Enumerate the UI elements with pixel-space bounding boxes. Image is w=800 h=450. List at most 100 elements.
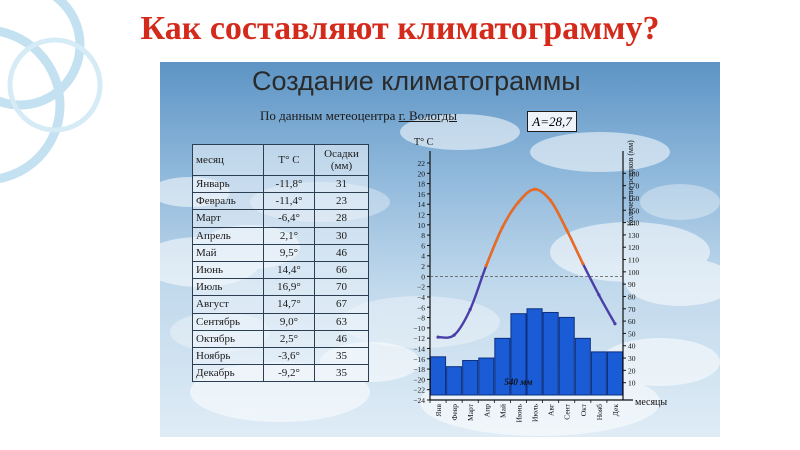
cell-precipitation: 28 [314,209,369,228]
cell-temperature: -6,4° [263,209,315,228]
x-tick-label: Июль [531,403,540,422]
temperature-line-cold [437,188,617,339]
temperature-point [468,307,472,311]
x-tick-label: Окт [579,403,588,416]
right-tick-label: 30 [628,354,636,363]
cell-month: Август [192,295,264,314]
cell-month: Июнь [192,260,264,280]
left-tick-label: −8 [417,314,425,323]
precipitation-bar [606,351,624,396]
temperature-point [597,293,601,297]
precipitation-total-label: 540 мм [504,377,532,387]
temperature-point [532,187,537,191]
left-tick-label: −2 [417,283,425,292]
right-tick-label: 60 [628,317,636,326]
cell-temperature: 14,4° [263,260,315,280]
climatogram-chart: Т° С2220181614121086420−2−4−6−8−10−12−14… [413,137,667,422]
left-tick-label: −18 [413,365,425,374]
left-tick-label: 16 [418,190,426,199]
left-tick-label: 0 [421,272,425,281]
header-precipitation: Осадки (мм) [314,144,369,176]
x-tick-label: Июнь [514,403,523,422]
precipitation-bar [574,337,591,396]
x-tick-label: Апр [482,404,491,417]
left-tick-label: 6 [421,241,425,250]
left-tick-label: −6 [417,303,425,312]
cell-temperature: 16,9° [263,278,315,297]
x-tick-label: Дек [611,404,620,417]
cell-precipitation: 63 [314,312,369,331]
right-tick-label: 90 [628,280,636,289]
right-tick-label: 80 [628,292,636,301]
left-tick-label: −20 [413,375,425,384]
x-tick-label: Февр [450,404,459,421]
cell-precipitation: 46 [314,243,369,262]
left-tick-label: −24 [413,396,425,405]
table-row: Ноябрь -3,6° 35 [192,346,369,366]
left-tick-label: −4 [417,293,425,302]
cell-temperature: 14,7° [263,295,315,314]
climatogram-panel: Создание климатограммы По данным метеоце… [160,62,720,437]
cell-temperature: 2,5° [263,329,315,348]
cell-precipitation: 46 [314,329,369,348]
right-tick-label: 160 [628,194,640,203]
cell-month: Февраль [192,192,264,211]
table-row: Март -6,4° 28 [192,209,369,228]
precipitation-bar [558,316,575,396]
temperature-line-warm [485,188,584,266]
cell-month: Ноябрь [192,346,264,366]
right-tick-label: 100 [628,268,640,277]
precipitation-bar [462,360,479,396]
cell-temperature: -11,8° [263,174,315,194]
left-tick-label: −14 [413,344,425,353]
cell-temperature: -9,2° [263,364,315,383]
x-tick-label: Авг [547,404,556,416]
right-tick-label: 40 [628,342,636,351]
data-source: По данным метеоцентра г. Вологды [260,108,457,124]
temperature-point [484,263,488,268]
left-tick-label: −22 [413,386,425,395]
right-tick-label: 120 [628,243,640,252]
table-row: Май 9,5° 46 [192,243,369,262]
right-tick-label: 170 [628,182,640,191]
cell-month: Апрель [192,226,264,245]
right-tick-label: 180 [628,169,640,178]
precipitation-bar [526,308,543,396]
cell-month: Июль [192,278,264,297]
amplitude-box: A=28,7 [527,111,577,132]
left-tick-label: 18 [418,180,426,189]
right-tick-label: 70 [628,305,636,314]
left-axis-label: Т° С [414,137,434,148]
right-tick-label: 10 [628,379,636,388]
temperature-point [436,335,440,339]
header-month: месяц [192,144,264,176]
cell-month: Декабрь [192,364,264,383]
cell-month: Май [192,243,264,262]
left-tick-label: −12 [413,334,425,343]
header-temperature: Т° С [263,144,315,176]
cell-precipitation: 35 [314,346,369,366]
right-tick-label: 50 [628,329,636,338]
table-row: Июль 16,9° 70 [192,278,369,297]
right-tick-label: 20 [628,366,636,375]
cell-precipitation: 30 [314,226,369,245]
temperature-point [516,200,521,204]
left-tick-label: 10 [418,221,426,230]
temperature-point [581,261,585,266]
precipitation-bar [494,337,511,396]
cell-precipitation: 66 [314,260,369,280]
temperature-point [500,225,504,230]
cell-month: Сентябрь [192,312,264,331]
left-tick-label: −16 [413,355,425,364]
temperature-point [549,199,553,203]
climate-table: месяц Т° С Осадки (мм) Январь -11,8° 31 Фе… [192,144,369,383]
left-tick-label: 8 [421,231,425,240]
precipitation-bar [590,351,607,396]
cell-month: Март [192,209,264,228]
left-tick-label: 12 [418,211,426,220]
slide-title: Как составляют климатограмму? [140,10,660,47]
right-axis-label: Количество осадков (мм) [626,140,635,226]
right-tick-label: 140 [628,219,640,228]
cell-precipitation: 70 [314,278,369,297]
table-row: Июнь 14,4° 66 [192,260,369,280]
